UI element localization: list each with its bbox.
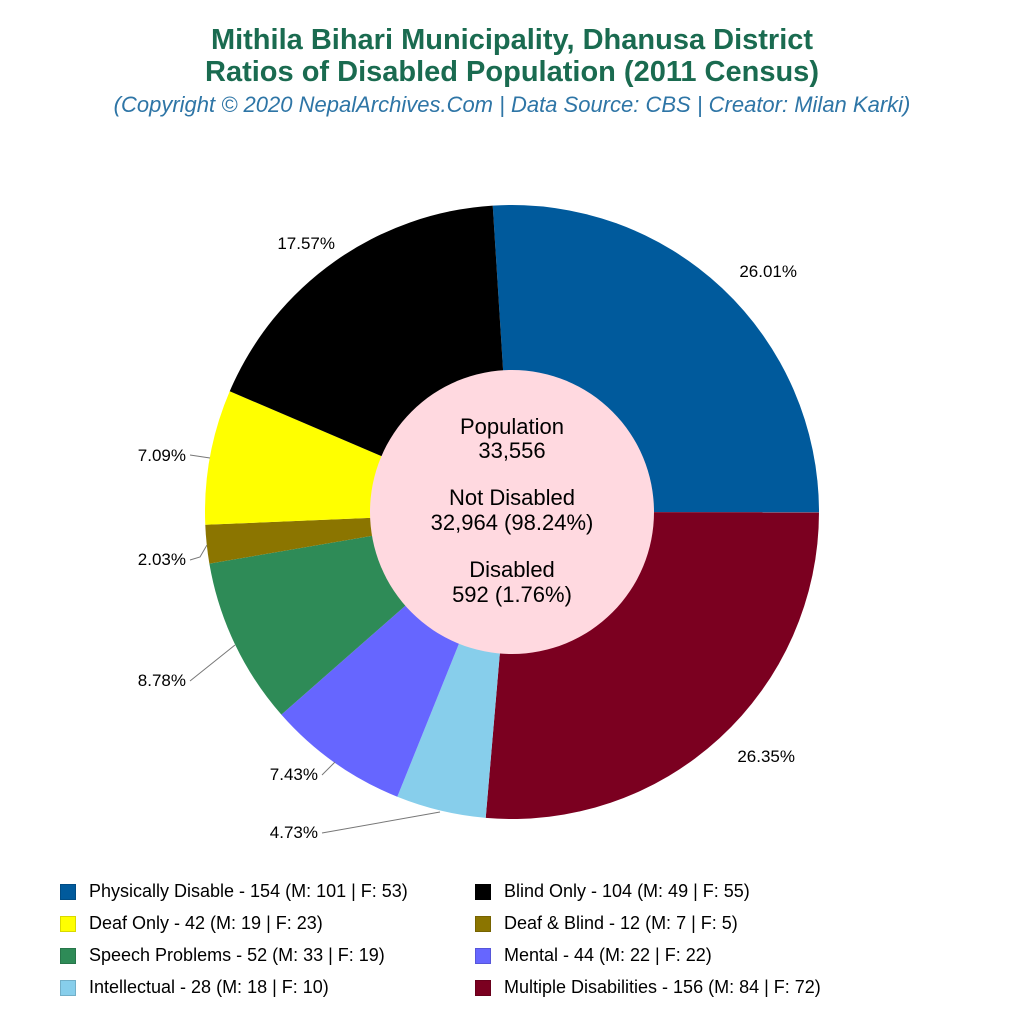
slice-percentage-label: 7.43%	[270, 765, 318, 784]
legend-label: Multiple Disabilities - 156 (M: 84 | F: …	[504, 977, 821, 997]
legend-swatch	[475, 915, 491, 932]
legend-swatch	[60, 947, 76, 964]
legend-label: Deaf & Blind - 12 (M: 7 | F: 5)	[504, 913, 738, 933]
percentage-labels: 26.01% 26.35% 4.73% 7.43% 8.78% 2.03% 7.09% 17.…	[138, 234, 797, 842]
slice-percentage-label: 26.01%	[739, 262, 797, 281]
leader-line	[189, 454, 211, 459]
chart-title-line1: Mithila Bihari Municipality, Dhanusa Dis…	[210, 24, 814, 56]
legend-swatch	[475, 979, 491, 996]
legend-item-deaf-and-blind: Deaf & Blind - 12 (M: 7 | F: 5)	[475, 913, 738, 934]
legend-label: Physically Disable - 154 (M: 101 | F: 53…	[89, 881, 408, 901]
legend-label: Mental - 44 (M: 22 | F: 22)	[504, 945, 712, 965]
slice-percentage-label: 26.35%	[737, 747, 795, 766]
leader-line	[189, 544, 208, 561]
leader-line	[321, 761, 336, 776]
legend-swatch	[60, 915, 76, 932]
slice-percentage-label: 4.73%	[270, 823, 318, 842]
legend-item-mental: Mental - 44 (M: 22 | F: 22)	[475, 945, 712, 966]
not-disabled-label: Not Disabled	[449, 485, 575, 510]
legend-swatch	[60, 979, 76, 996]
legend-item-multiple-disabilities: Multiple Disabilities - 156 (M: 84 | F: …	[475, 977, 821, 998]
legend-label: Intellectual - 28 (M: 18 | F: 10)	[89, 977, 329, 997]
not-disabled-value: 32,964 (98.24%)	[431, 510, 594, 535]
legend-swatch	[60, 883, 76, 900]
slice-percentage-label: 2.03%	[138, 550, 186, 569]
legend-item-intellectual: Intellectual - 28 (M: 18 | F: 10)	[60, 977, 329, 998]
legend-item-speech-problems: Speech Problems - 52 (M: 33 | F: 19)	[60, 945, 385, 966]
legend-label: Speech Problems - 52 (M: 33 | F: 19)	[89, 945, 385, 965]
leader-line	[321, 811, 441, 834]
chart-title-line2: Ratios of Disabled Population (2011 Cens…	[205, 56, 819, 88]
legend-item-blind-only: Blind Only - 104 (M: 49 | F: 55)	[475, 881, 750, 902]
slice-percentage-label: 8.78%	[138, 671, 186, 690]
legend-label: Blind Only - 104 (M: 49 | F: 55)	[504, 881, 750, 901]
label-leader-lines	[189, 454, 441, 834]
legend-item-deaf-only: Deaf Only - 42 (M: 19 | F: 23)	[60, 913, 323, 934]
legend-swatch	[475, 883, 491, 900]
population-label: Population	[460, 414, 564, 439]
legend-item-physically-disable: Physically Disable - 154 (M: 101 | F: 53…	[60, 881, 408, 902]
legend-swatch	[475, 947, 491, 964]
population-value: 33,556	[478, 438, 545, 463]
slice-percentage-label: 17.57%	[277, 234, 335, 253]
disabled-label: Disabled	[469, 557, 555, 582]
leader-line	[189, 644, 236, 682]
center-hole	[370, 370, 654, 654]
disabled-value: 592 (1.76%)	[452, 582, 572, 607]
slice-percentage-label: 7.09%	[138, 446, 186, 465]
chart-subtitle: (Copyright © 2020 NepalArchives.Com | Da…	[113, 92, 911, 117]
legend-label: Deaf Only - 42 (M: 19 | F: 23)	[89, 913, 323, 933]
